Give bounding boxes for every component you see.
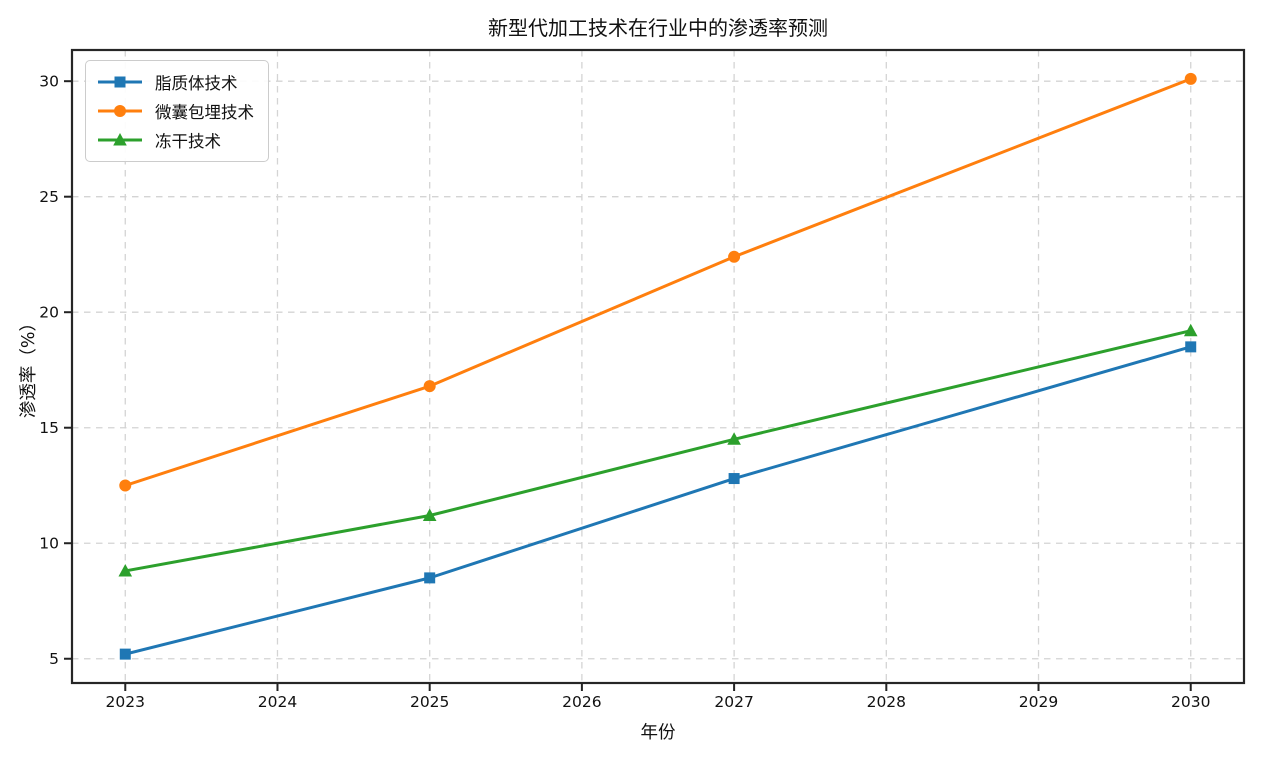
legend-item-label: 脂质体技术 xyxy=(155,74,238,93)
data-point-marker xyxy=(119,479,132,492)
x-tick-label: 2026 xyxy=(562,693,601,711)
y-tick-label: 20 xyxy=(39,303,59,321)
y-tick-label: 10 xyxy=(39,535,59,553)
axes-spines xyxy=(70,48,1246,685)
series-line xyxy=(123,77,1193,487)
data-point-marker xyxy=(422,508,437,522)
data-point-marker xyxy=(1184,72,1197,85)
legend-item-label: 冻干技术 xyxy=(155,132,221,151)
y-tick-label: 15 xyxy=(39,419,59,437)
data-point-marker xyxy=(727,432,741,445)
chart-title: 新型代加工技术在行业中的渗透率预测 xyxy=(488,16,828,40)
legend-square-marker-icon xyxy=(114,76,126,88)
data-point-marker xyxy=(728,250,741,263)
series-triangle xyxy=(118,323,1198,577)
y-tick-label: 5 xyxy=(49,650,59,668)
legend-marker-sample xyxy=(98,133,142,146)
data-point-marker xyxy=(118,563,133,577)
x-tick-label: 2023 xyxy=(106,693,145,711)
series-line xyxy=(123,345,1193,656)
y-axis-label: 渗透率（%） xyxy=(19,313,39,419)
y-tick-label: 30 xyxy=(39,72,59,90)
legend-circle-marker-icon xyxy=(114,105,126,117)
legend-item-label: 微囊包埋技术 xyxy=(155,103,254,122)
x-tick-label: 2030 xyxy=(1171,693,1210,711)
data-point-marker xyxy=(728,473,740,485)
x-tick-label: 2025 xyxy=(410,693,449,711)
data-point-marker xyxy=(424,572,436,584)
series-circle xyxy=(119,72,1197,492)
data-point-marker xyxy=(119,648,131,660)
legend-marker-sample xyxy=(98,76,142,88)
legend-item: 冻干技术 xyxy=(97,128,254,152)
x-tick-label: 2024 xyxy=(258,693,297,711)
data-point-marker xyxy=(1185,341,1197,353)
x-tick-label: 2029 xyxy=(1019,693,1058,711)
y-tick-label: 25 xyxy=(39,188,59,206)
legend-marker-sample xyxy=(98,105,142,117)
series-square xyxy=(119,341,1197,660)
legend-triangle-marker-icon xyxy=(113,133,127,146)
legend: 脂质体技术微囊包埋技术 冻干技术 xyxy=(85,60,269,162)
series-line xyxy=(123,329,1193,573)
data-point-marker xyxy=(1183,323,1198,337)
legend-item: 脂质体技术 xyxy=(97,70,254,94)
x-tick-label: 2028 xyxy=(867,693,906,711)
data-point-marker xyxy=(423,380,436,393)
x-axis-label: 年份 xyxy=(640,723,676,743)
x-tick-label: 2027 xyxy=(714,693,753,711)
legend-item: 微囊包埋技术 xyxy=(97,99,254,123)
